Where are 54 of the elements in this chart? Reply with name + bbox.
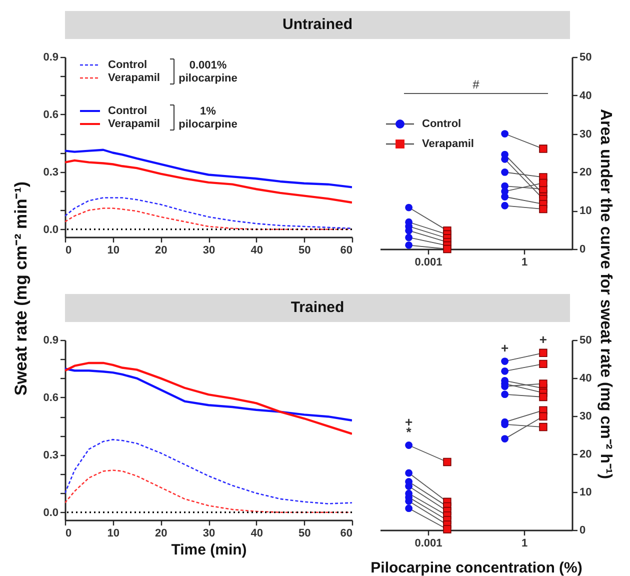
annotation: +	[539, 332, 548, 347]
x-tick-label: 0	[66, 244, 72, 256]
legend-label: Verapamil	[108, 72, 160, 84]
x-tick-label: 40	[250, 528, 263, 540]
annotation: *	[406, 424, 412, 440]
y-tick-label: 0.9	[43, 52, 58, 64]
y-axis-title: Area under the curve for sweat rate (mg cm⁻² h⁻¹)	[596, 108, 616, 479]
y-tick-label: 30	[580, 410, 592, 422]
y-tick-label: 0.0	[43, 224, 58, 236]
x-tick-label: 20	[155, 244, 168, 256]
x-tick-label: 20	[155, 528, 168, 540]
x-tick-label: 10	[107, 528, 120, 540]
legend-label: Verapamil	[108, 118, 160, 130]
y-tick-label: 0.0	[43, 506, 58, 519]
x-tick-label: 50	[298, 528, 311, 540]
x-tick-label: 0.001	[414, 256, 442, 268]
x-tick-label: 60	[340, 528, 352, 540]
y-tick-label: 20	[580, 448, 592, 460]
x-tick-label: 40	[250, 244, 263, 256]
x-tick-label: 1	[521, 256, 528, 268]
x-tick-label: 60	[340, 244, 352, 256]
y-axis-title: Sweat rate (mg cm⁻² min⁻¹)	[10, 181, 32, 396]
y-tick-label: 0.3	[43, 449, 58, 462]
y-tick-label: 0.6	[43, 392, 58, 404]
chart-title: Trained	[65, 294, 570, 322]
chart-title: Untrained	[65, 11, 570, 39]
y-tick-label: 40	[580, 90, 592, 102]
annotation: +	[501, 340, 510, 356]
x-axis-title: Time (min)	[171, 542, 247, 558]
y-tick-label: 40	[580, 372, 592, 384]
y-tick-label: 0.3	[43, 166, 58, 178]
legend-label: Control	[108, 105, 148, 117]
y-tick-label: 30	[580, 128, 592, 140]
x-tick-label: 10	[107, 244, 120, 256]
y-tick-label: 10	[580, 205, 592, 218]
x-tick-label: 0.001	[414, 538, 442, 550]
annotation: 0.001% pilocarpine	[178, 60, 238, 84]
y-tick-label: 10	[580, 486, 592, 498]
y-tick-label: 50	[580, 334, 592, 346]
y-tick-label: 0.9	[43, 334, 58, 346]
x-tick-label: 0	[66, 528, 72, 540]
y-tick-label: 20	[580, 166, 592, 179]
x-tick-label: 30	[202, 244, 216, 256]
annotation: 1% pilocarpine	[178, 106, 238, 130]
legend-label: Verapamil	[422, 138, 474, 150]
legend-label: Control	[108, 59, 148, 71]
x-tick-label: 30	[202, 528, 216, 540]
x-axis-title: Pilocarpine concentration (%)	[370, 560, 582, 576]
legend-label: Control	[422, 118, 462, 130]
y-tick-label: 50	[580, 52, 592, 64]
x-tick-label: 1	[521, 538, 528, 550]
ref-line-label: #	[472, 77, 480, 92]
y-tick-label: 0.6	[43, 108, 58, 121]
x-tick-label: 50	[298, 244, 311, 256]
